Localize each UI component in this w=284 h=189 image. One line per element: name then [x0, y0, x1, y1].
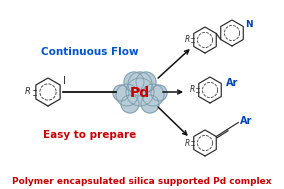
Circle shape	[141, 95, 159, 113]
Circle shape	[151, 85, 167, 101]
Text: R: R	[185, 36, 190, 44]
Text: Continuous Flow: Continuous Flow	[41, 47, 139, 57]
Circle shape	[126, 78, 154, 106]
Circle shape	[116, 84, 138, 106]
Text: Ar: Ar	[226, 78, 238, 88]
Circle shape	[136, 72, 156, 92]
Text: Easy to prepare: Easy to prepare	[43, 130, 137, 140]
Text: R: R	[25, 88, 31, 97]
Text: R: R	[190, 85, 195, 94]
Circle shape	[128, 72, 152, 96]
Circle shape	[142, 84, 164, 106]
Text: Pd: Pd	[130, 86, 150, 100]
Circle shape	[113, 85, 129, 101]
Text: N: N	[245, 20, 253, 29]
Circle shape	[124, 72, 144, 92]
Text: Ar: Ar	[240, 116, 253, 126]
Text: Polymer encapsulated silica supported Pd complex: Polymer encapsulated silica supported Pd…	[12, 177, 272, 187]
Circle shape	[121, 95, 139, 113]
Text: R: R	[185, 139, 190, 147]
Text: I: I	[63, 76, 66, 86]
